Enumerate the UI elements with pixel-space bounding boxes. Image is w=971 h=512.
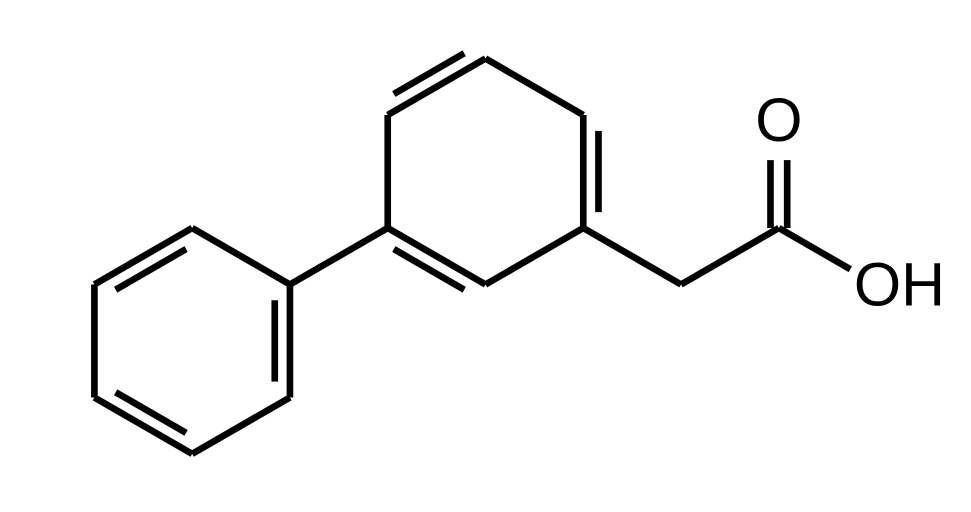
molecule-structure: O OH	[0, 0, 971, 512]
bond	[486, 228, 584, 284]
bond	[192, 397, 290, 453]
bond	[192, 228, 290, 284]
atom-label-oh: OH	[854, 250, 945, 318]
bond	[486, 59, 584, 115]
bond	[583, 228, 681, 284]
bond	[681, 228, 779, 284]
bond	[290, 228, 388, 284]
atom-label-o: O	[755, 86, 802, 154]
bond	[779, 228, 850, 269]
